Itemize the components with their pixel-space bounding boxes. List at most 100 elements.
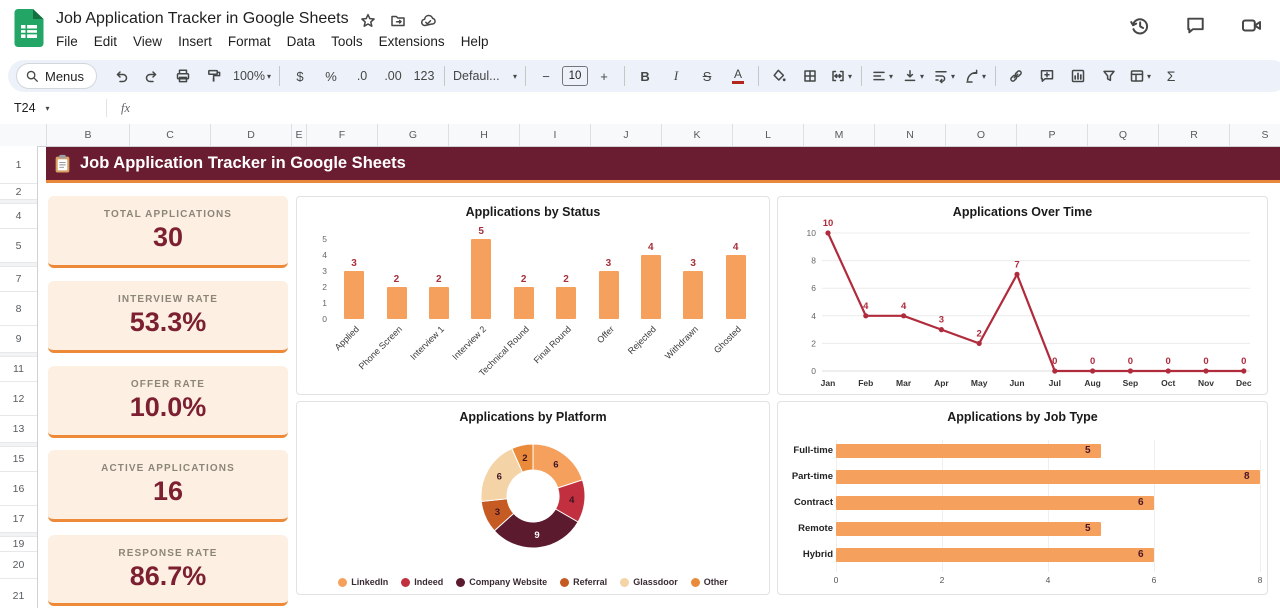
- font-select[interactable]: Defaul... ▾: [450, 64, 520, 88]
- menu-edit[interactable]: Edit: [93, 34, 118, 49]
- italic-button[interactable]: I: [673, 68, 679, 83]
- row-header-hidden[interactable]: [0, 353, 37, 357]
- column-header-n[interactable]: N: [875, 124, 946, 146]
- scorecard-total-applications[interactable]: TOTAL APPLICATIONS 30: [48, 196, 288, 268]
- column-header-j[interactable]: J: [591, 124, 662, 146]
- column-header-e[interactable]: E: [292, 124, 307, 146]
- merge-cells-button[interactable]: ▾: [826, 64, 856, 88]
- column-header-g[interactable]: G: [378, 124, 449, 146]
- undo-button[interactable]: [106, 64, 136, 88]
- bold-button[interactable]: B: [640, 68, 650, 84]
- row-header-8[interactable]: 8: [0, 292, 37, 326]
- menu-format[interactable]: Format: [227, 34, 271, 49]
- column-header-l[interactable]: L: [733, 124, 804, 146]
- column-header-f[interactable]: F: [307, 124, 378, 146]
- text-color-button[interactable]: A: [723, 64, 753, 88]
- menu-help[interactable]: Help: [460, 34, 489, 49]
- row-header-2[interactable]: 2: [0, 184, 37, 200]
- insert-link-button[interactable]: [1001, 64, 1031, 88]
- column-header-d[interactable]: D: [211, 124, 292, 146]
- text-wrap-button[interactable]: ▾: [929, 64, 959, 88]
- increase-font-size-button[interactable]: +: [600, 68, 608, 84]
- column-header-s[interactable]: S: [1230, 124, 1280, 146]
- row-header-1[interactable]: 1: [0, 146, 37, 184]
- row-header-15[interactable]: 15: [0, 447, 37, 472]
- video-call-button[interactable]: [1236, 13, 1266, 37]
- column-header-i[interactable]: I: [520, 124, 591, 146]
- scorecard-response-rate[interactable]: RESPONSE RATE 86.7%: [48, 535, 288, 606]
- column-header-m[interactable]: M: [804, 124, 875, 146]
- chart-applications-by-job-type[interactable]: Applications by Job Type 0 2 4 6 8 Full-t…: [777, 401, 1268, 595]
- column-header-a[interactable]: [37, 124, 47, 146]
- version-history-button[interactable]: [1124, 13, 1154, 37]
- scorecard-active-applications[interactable]: ACTIVE APPLICATIONS 16: [48, 450, 288, 522]
- row-header-9[interactable]: 9: [0, 326, 37, 353]
- fill-color-button[interactable]: [764, 64, 794, 88]
- scorecard-interview-rate[interactable]: INTERVIEW RATE 53.3%: [48, 281, 288, 353]
- insert-comment-button[interactable]: [1032, 64, 1062, 88]
- menu-tools[interactable]: Tools: [331, 34, 363, 49]
- row-header-19[interactable]: 19: [0, 537, 37, 552]
- borders-button[interactable]: [795, 64, 825, 88]
- row-header-13[interactable]: 13: [0, 416, 37, 443]
- decrease-font-size-button[interactable]: −: [542, 68, 550, 84]
- filter-button[interactable]: [1094, 64, 1124, 88]
- column-header-p[interactable]: P: [1017, 124, 1088, 146]
- google-sheets-logo[interactable]: [14, 9, 44, 47]
- menus-button[interactable]: Menus: [16, 63, 98, 89]
- row-header-4[interactable]: 4: [0, 204, 37, 229]
- menu-extensions[interactable]: Extensions: [378, 34, 445, 49]
- horizontal-align-button[interactable]: ▾: [867, 64, 897, 88]
- print-button[interactable]: [168, 64, 198, 88]
- column-header-h[interactable]: H: [449, 124, 520, 146]
- document-title[interactable]: Job Application Tracker in Google Sheets: [56, 10, 349, 27]
- number-format-button[interactable]: 123: [413, 69, 435, 83]
- move-folder-icon[interactable]: [390, 13, 406, 29]
- row-header-12[interactable]: 12: [0, 382, 37, 416]
- insert-chart-button[interactable]: [1063, 64, 1093, 88]
- redo-button[interactable]: [137, 64, 167, 88]
- chart-applications-by-platform[interactable]: Applications by Platform 6 4 9 3 6 2 LinkedIn…: [296, 401, 770, 595]
- row-header-11[interactable]: 11: [0, 357, 37, 382]
- cloud-saved-icon[interactable]: [420, 13, 436, 29]
- column-header-b[interactable]: B: [47, 124, 130, 146]
- menu-data[interactable]: Data: [286, 34, 316, 49]
- star-icon[interactable]: [360, 13, 376, 29]
- chart-applications-over-time[interactable]: Applications Over Time 0 2 4 6 8 10 Jan Feb Mar A…: [777, 196, 1268, 395]
- currency-format-button[interactable]: $: [296, 68, 304, 84]
- column-header-q[interactable]: Q: [1088, 124, 1159, 146]
- column-header-k[interactable]: K: [662, 124, 733, 146]
- menu-view[interactable]: View: [133, 34, 163, 49]
- font-size-input[interactable]: 10: [562, 66, 589, 86]
- row-header-hidden[interactable]: [0, 533, 37, 537]
- name-box[interactable]: T24 ▾: [0, 101, 100, 115]
- row-header-hidden[interactable]: [0, 263, 37, 267]
- formula-input[interactable]: [130, 92, 1280, 124]
- column-header-c[interactable]: C: [130, 124, 211, 146]
- chart-applications-by-status[interactable]: Applications by Status 0 1 2 3 4 5 3 Applied 2 Ph…: [296, 196, 770, 395]
- row-header-5[interactable]: 5: [0, 229, 37, 263]
- text-rotation-button[interactable]: ▾: [960, 64, 990, 88]
- row-header-hidden[interactable]: [0, 443, 37, 447]
- comments-button[interactable]: [1180, 13, 1210, 37]
- strikethrough-button[interactable]: S: [702, 68, 712, 84]
- increase-decimals-button[interactable]: .00: [384, 69, 402, 83]
- select-all-corner[interactable]: [0, 124, 38, 147]
- vertical-align-button[interactable]: ▾: [898, 64, 928, 88]
- row-header-17[interactable]: 17: [0, 506, 37, 533]
- row-header-16[interactable]: 16: [0, 472, 37, 506]
- column-header-r[interactable]: R: [1159, 124, 1230, 146]
- row-header-20[interactable]: 20: [0, 552, 37, 579]
- column-header-o[interactable]: O: [946, 124, 1017, 146]
- functions-button[interactable]: Σ: [1166, 68, 1176, 84]
- menu-insert[interactable]: Insert: [178, 34, 212, 49]
- row-header-21[interactable]: 21: [0, 579, 37, 608]
- table-views-button[interactable]: ▾: [1125, 64, 1155, 88]
- scorecard-offer-rate[interactable]: OFFER RATE 10.0%: [48, 366, 288, 438]
- percent-format-button[interactable]: %: [325, 68, 337, 84]
- paint-format-button[interactable]: [199, 64, 229, 88]
- row-header-hidden[interactable]: [0, 200, 37, 204]
- zoom-select[interactable]: 100% ▾: [230, 64, 274, 88]
- decrease-decimals-button[interactable]: .0: [356, 69, 368, 83]
- row-header-7[interactable]: 7: [0, 267, 37, 292]
